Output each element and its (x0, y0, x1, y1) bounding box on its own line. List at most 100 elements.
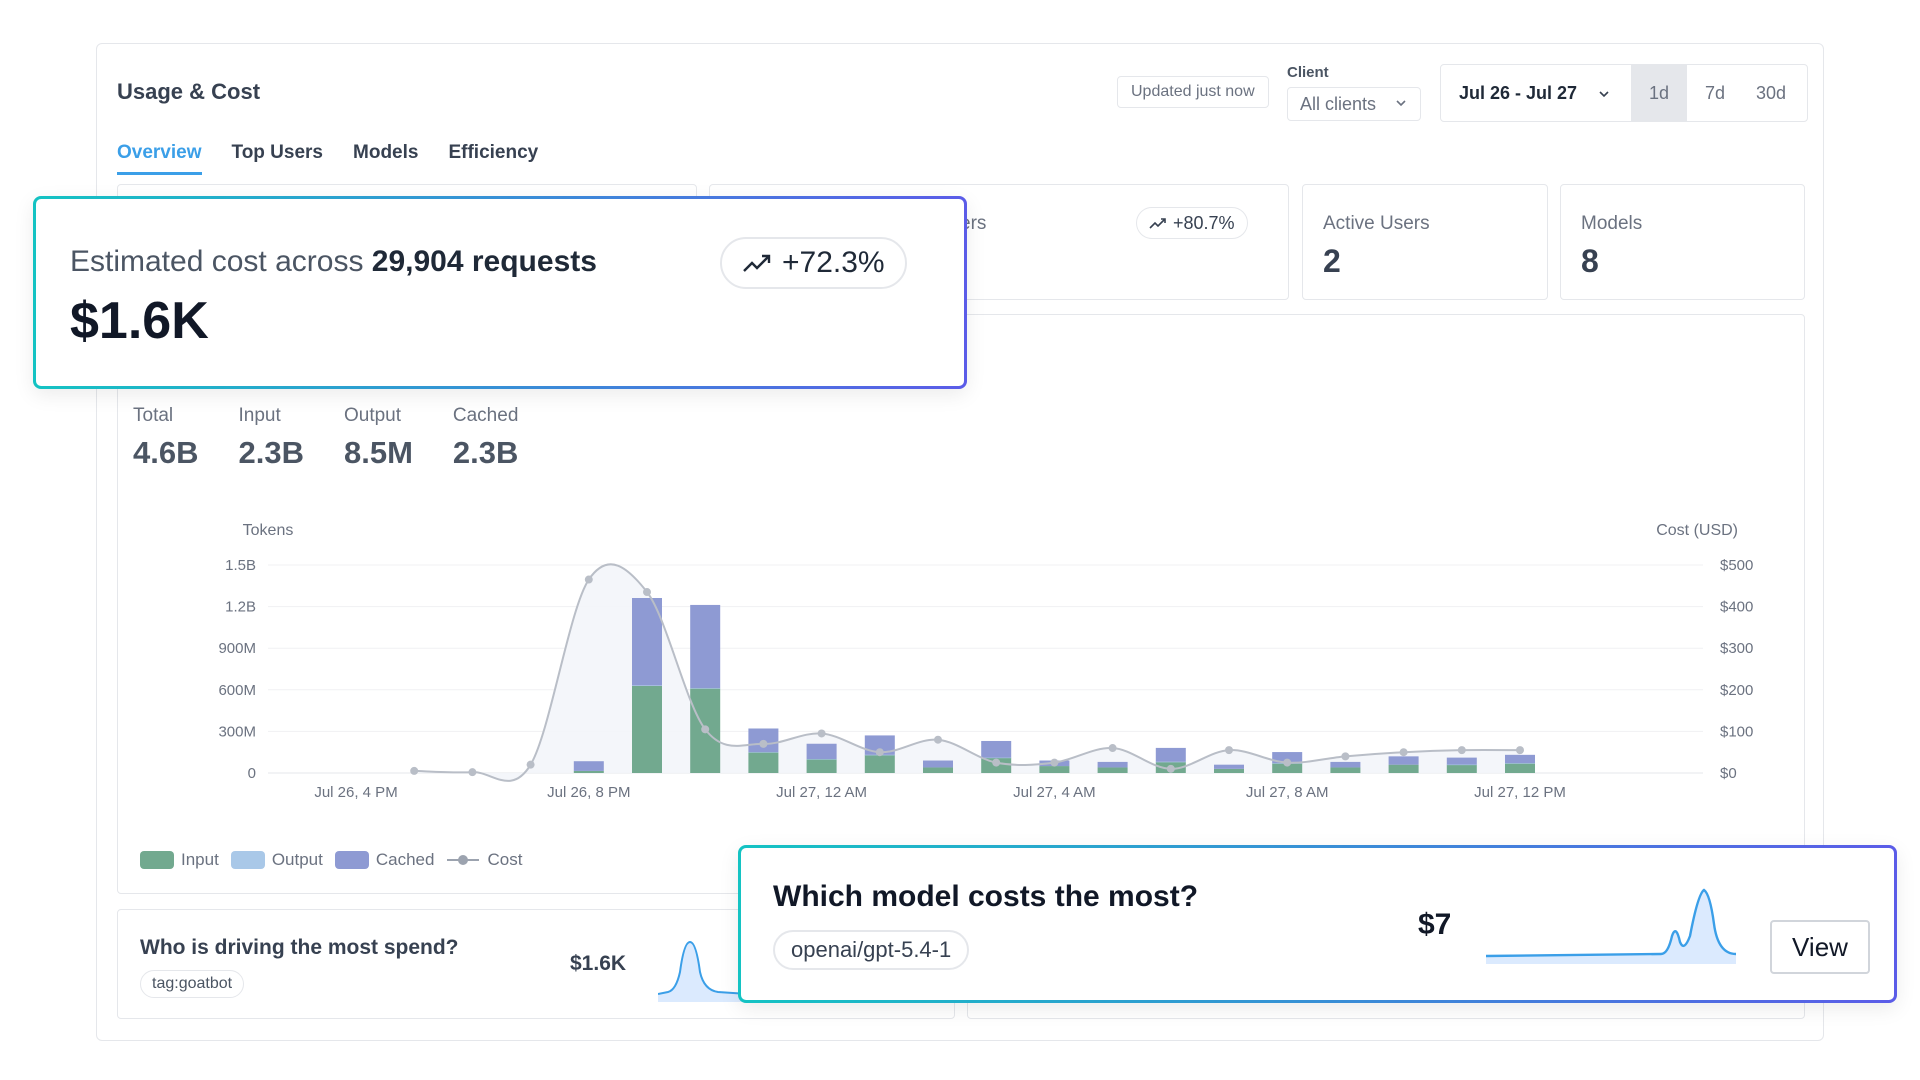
tab-overview[interactable]: Overview (117, 142, 202, 175)
bar-input (806, 759, 837, 773)
y-right-tick-label: $200 (1720, 682, 1753, 699)
cost-point (875, 748, 884, 757)
bar-output (1446, 764, 1477, 766)
token-stat-total: Total 4.6B (133, 405, 198, 471)
bar-output (748, 752, 779, 753)
stat-card-active-users: Active Users 2 (1302, 184, 1548, 300)
legend-cost[interactable]: Cost (446, 850, 522, 870)
cost-point (701, 725, 710, 734)
token-usage-card: Total 4.6B Input 2.3B Output 8.5M Cached… (117, 314, 1805, 894)
y-right-tick-label: $500 (1720, 557, 1753, 574)
stat-card-users-label: ers (960, 213, 987, 234)
cost-point (1166, 764, 1175, 773)
model-cost-callout: Which model costs the most? openai/gpt-5… (738, 845, 1897, 1003)
tab-bar: Overview Top Users Models Efficiency (117, 142, 538, 175)
bar-cached (1214, 764, 1244, 769)
active-users-value: 2 (1323, 243, 1341, 279)
y-left-axis-title: Tokens (243, 522, 294, 539)
bar-cached (1155, 747, 1186, 762)
legend-swatch-output (230, 851, 265, 869)
y-right-tick-label: $100 (1720, 723, 1753, 740)
legend-input[interactable]: Input (140, 850, 219, 870)
bar-output (1155, 761, 1186, 763)
y-right-tick-label: $300 (1720, 640, 1753, 657)
client-select-value: All clients (1300, 93, 1377, 114)
cost-change-badge: +72.3% (720, 237, 907, 289)
active-users-label: Active Users (1323, 213, 1430, 234)
cost-point (817, 729, 826, 738)
stat-card-models: Models 8 (1560, 184, 1805, 300)
tab-top-users[interactable]: Top Users (231, 142, 324, 163)
legend-label: Output (271, 850, 323, 869)
cost-description: Estimated cost across 29,904 requests (70, 245, 597, 279)
token-stat-label: Cached (452, 405, 519, 426)
legend-label: Cached (375, 850, 435, 869)
legend-cached[interactable]: Cached (334, 850, 435, 870)
range-button-7d[interactable]: 7d (1704, 82, 1726, 103)
bar-input (1039, 766, 1070, 773)
bar-input (864, 754, 895, 773)
cost-point (526, 760, 535, 769)
request-count: 29,904 requests (371, 245, 597, 278)
bar-cached (690, 604, 721, 689)
bar-cached (1388, 756, 1419, 765)
bar-input (1505, 763, 1535, 773)
legend-label: Cost (487, 850, 523, 869)
cost-line (414, 563, 1521, 782)
token-stat-label: Output (343, 405, 402, 426)
bar-input (923, 767, 953, 773)
legend-output[interactable]: Output (230, 850, 323, 870)
legend-swatch-input (140, 851, 174, 869)
x-tick-label: Jul 26, 8 PM (547, 784, 630, 801)
range-button-1d[interactable]: 1d (1631, 65, 1687, 121)
x-tick-label: Jul 27, 12 AM (776, 784, 867, 801)
model-question: Which model costs the most? (773, 880, 1199, 913)
bar-cached (573, 761, 604, 771)
token-stat-label: Input (238, 405, 281, 426)
tab-efficiency[interactable]: Efficiency (448, 142, 539, 163)
tab-models[interactable]: Models (353, 142, 419, 163)
legend-label: Input (181, 850, 219, 869)
cost-point (992, 758, 1001, 767)
date-range-picker[interactable]: Jul 26 - Jul 27 (1441, 65, 1631, 121)
x-tick-label: Jul 27, 4 AM (1013, 784, 1096, 801)
y-right-tick-label: $0 (1720, 765, 1737, 782)
cost-point (1341, 752, 1350, 761)
bar-cached (632, 598, 662, 686)
legend-swatch-cost (447, 855, 480, 865)
y-left-tick-label: 0 (248, 765, 256, 782)
cost-point (1516, 746, 1524, 755)
bar-input (748, 752, 779, 773)
date-range-group: Jul 26 - Jul 27 1d 7d 30d (1440, 64, 1808, 122)
cost-point (1283, 758, 1292, 767)
bar-input (1388, 764, 1419, 773)
model-sparkline (1486, 888, 1736, 964)
bar-cached (806, 743, 837, 759)
cost-point (468, 768, 477, 777)
bar-output (806, 758, 837, 760)
date-range-value: Jul 26 - Jul 27 (1459, 82, 1578, 103)
bar-cached (1330, 761, 1361, 768)
users-change-badge: +80.7% (1136, 207, 1248, 239)
token-stat-value: 2.3B (238, 435, 304, 470)
range-button-30d[interactable]: 30d (1755, 82, 1787, 103)
client-select[interactable]: All clients (1287, 87, 1421, 121)
cost-point (643, 588, 651, 597)
usage-chart: 0 300M 600M 900M 1.2B 1.5B $0 $100 $200 $300 $400 $… (218, 522, 1753, 801)
token-stat-value: 4.6B (133, 435, 199, 470)
cost-point (934, 735, 942, 744)
bar-input (1214, 768, 1244, 773)
trending-up-icon (743, 254, 771, 272)
bar-cached (1097, 761, 1128, 768)
bar-cached (923, 760, 953, 768)
token-stat-value: 8.5M (343, 435, 413, 470)
cost-point (1457, 746, 1466, 755)
bar-output (981, 757, 1012, 759)
chart-legend: Input Output Cached Cost (140, 850, 522, 870)
view-button[interactable]: View (1770, 920, 1870, 974)
token-stat-value: 2.3B (452, 435, 519, 470)
cost-point (1108, 744, 1117, 753)
token-stat-output: Output 8.5M (344, 405, 413, 471)
models-value: 8 (1581, 243, 1599, 279)
cost-point (410, 766, 419, 775)
